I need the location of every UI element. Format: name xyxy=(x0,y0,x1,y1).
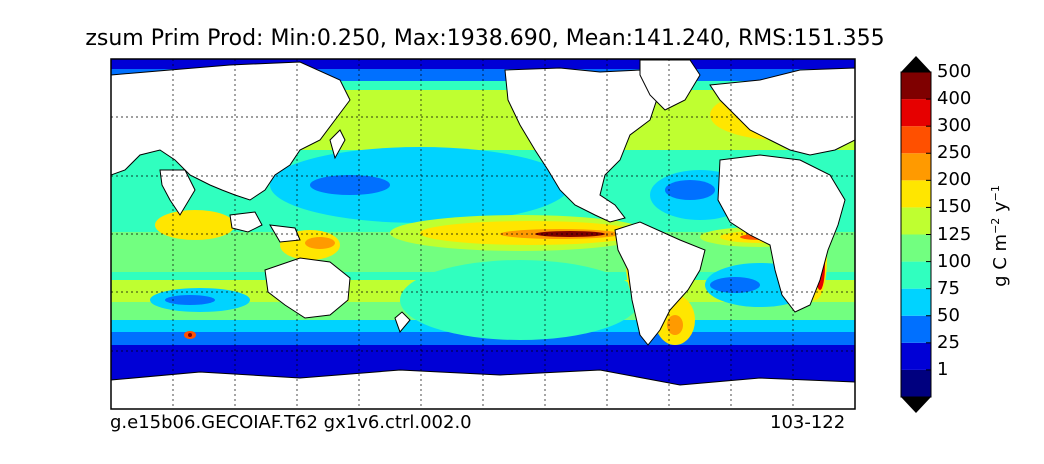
map-gridlines xyxy=(111,59,855,409)
colorbar-swatch xyxy=(901,288,931,316)
colorbar-swatch xyxy=(901,126,931,154)
colorbar-swatch xyxy=(901,153,931,181)
colorbar-swatch xyxy=(901,180,931,208)
colorbar-swatch xyxy=(901,72,931,100)
colorbar-swatch xyxy=(901,99,931,127)
colorbar-swatch xyxy=(901,369,931,397)
colorbar-tick-label: 200 xyxy=(937,169,972,191)
colorbar-swatch xyxy=(901,342,931,370)
run-id-caption: g.e15b06.GECOIAF.T62 gx1v6.ctrl.002.0 xyxy=(110,412,472,433)
colorbar-tick-label: 300 xyxy=(937,115,972,137)
colorbar-swatch xyxy=(901,207,931,235)
colorbar-extend-min xyxy=(901,397,931,413)
colorbar-tick-label: 1 xyxy=(937,358,949,380)
colorbar-tick-label: 125 xyxy=(937,223,972,245)
map-frame xyxy=(110,58,856,410)
colorbar-tick-label: 75 xyxy=(937,277,960,299)
colorbar-tick-label: 400 xyxy=(937,88,972,110)
colorbar-tick-label: 500 xyxy=(937,61,972,82)
colorbar xyxy=(900,56,932,413)
colorbar-extend-max xyxy=(901,56,931,72)
colorbar-unit-label: g C m−2 y−1 xyxy=(989,185,1011,287)
colorbar-tick-label: 25 xyxy=(937,331,960,353)
colorbar-swatch xyxy=(901,261,931,289)
plot-title: zsum Prim Prod: Min:0.250, Max:1938.690,… xyxy=(85,26,885,51)
colorbar-tick-label: 250 xyxy=(937,142,972,164)
ocean-field xyxy=(111,59,855,409)
colorbar-swatch xyxy=(901,234,931,262)
colorbar-tick-label: 100 xyxy=(937,250,972,272)
colorbar-swatch xyxy=(901,315,931,343)
colorbar-tick-label: 50 xyxy=(937,304,960,326)
year-range-caption: 103-122 xyxy=(770,412,846,433)
colorbar-tick-label: 150 xyxy=(937,196,972,218)
